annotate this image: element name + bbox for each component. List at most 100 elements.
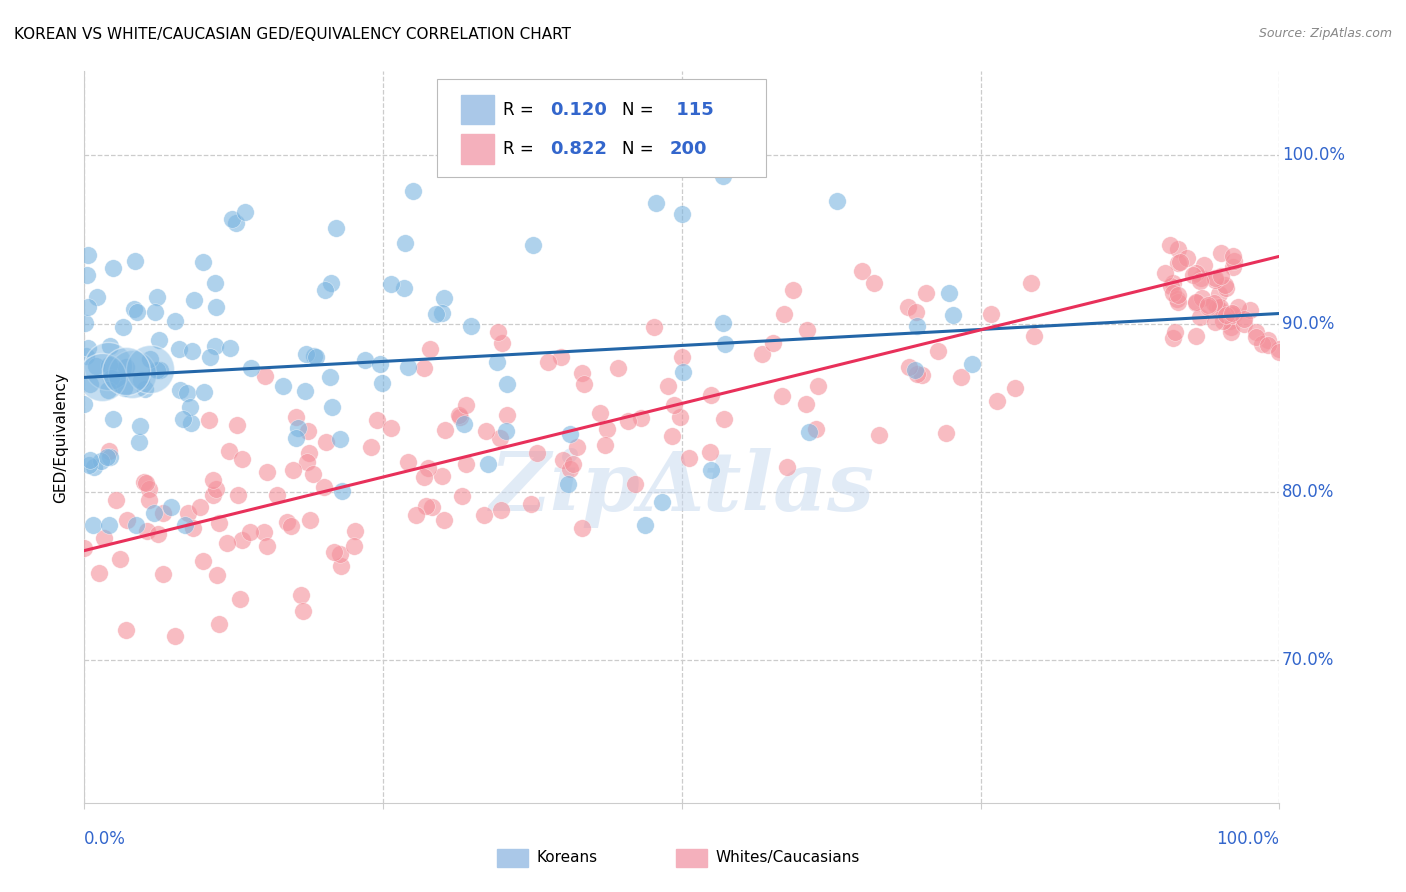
Point [172,412,194,426]
Point [76,341,98,355]
Point [862,276,884,290]
Point [252,524,274,539]
Text: 80.0%: 80.0% [1282,483,1334,500]
Point [1167,294,1189,309]
Point [1244,325,1267,339]
Point [91,370,114,384]
Point [122,301,145,316]
Point [960,358,983,372]
Point [560,461,582,475]
Point [75,349,97,363]
Point [82,518,104,533]
Point [239,361,262,376]
Point [935,426,957,441]
Point [797,425,820,440]
Point [1204,273,1226,287]
Point [1019,276,1042,290]
Point [256,466,278,480]
Point [669,409,692,424]
Point [662,398,685,412]
Point [325,221,347,235]
Point [198,350,221,364]
Point [297,446,319,460]
Point [430,469,453,483]
Point [204,338,226,352]
Point [177,506,200,520]
Point [1191,291,1213,305]
Point [280,518,302,533]
Point [73,316,96,330]
Point [700,388,723,402]
Point [415,499,437,513]
Point [868,428,890,442]
Point [396,360,419,375]
Point [425,307,447,321]
Point [314,480,336,494]
Point [537,355,560,369]
Point [330,559,353,574]
Point [1184,328,1206,343]
Point [295,455,318,469]
Point [1189,271,1212,285]
Point [1185,294,1208,309]
Point [97,383,120,397]
Text: 200: 200 [671,140,707,158]
Point [77,248,100,262]
Point [416,461,439,475]
Point [419,342,441,356]
Point [380,421,402,435]
Text: Koreans: Koreans [536,850,598,865]
Point [86,290,108,304]
Point [180,416,202,430]
Point [294,384,316,398]
Point [103,260,125,275]
Point [1223,308,1246,322]
Point [87,566,110,580]
Point [557,476,579,491]
Point [1024,329,1046,343]
Point [405,508,427,522]
Point [1244,330,1267,344]
Point [226,488,249,502]
Point [366,413,388,427]
Point [138,351,160,366]
Point [1209,269,1232,284]
Point [1202,296,1225,310]
Point [671,365,693,379]
Point [319,370,342,384]
Point [392,281,415,295]
Point [1197,300,1219,314]
Point [551,453,574,467]
Point [1197,298,1219,312]
Point [567,440,589,454]
Point [165,314,187,328]
Point [433,291,456,305]
Point [1220,325,1243,339]
Point [1160,279,1182,293]
Point [571,366,593,380]
Point [256,539,278,553]
Point [169,383,191,397]
Point [949,369,972,384]
Point [1220,320,1243,334]
Point [197,412,219,426]
Point [1209,246,1232,260]
Point [368,357,391,371]
Point [1208,287,1230,301]
Point [520,497,543,511]
Point [135,524,157,538]
Point [132,475,155,489]
Point [121,367,143,381]
Point [770,389,793,403]
Point [193,384,215,399]
Point [138,482,160,496]
Point [1167,288,1189,302]
Point [319,276,342,290]
Text: 115: 115 [671,101,714,119]
Point [191,554,214,568]
Point [297,424,319,438]
Text: 0.120: 0.120 [551,101,607,119]
Point [188,500,211,514]
Point [1166,293,1188,307]
Point [201,488,224,502]
